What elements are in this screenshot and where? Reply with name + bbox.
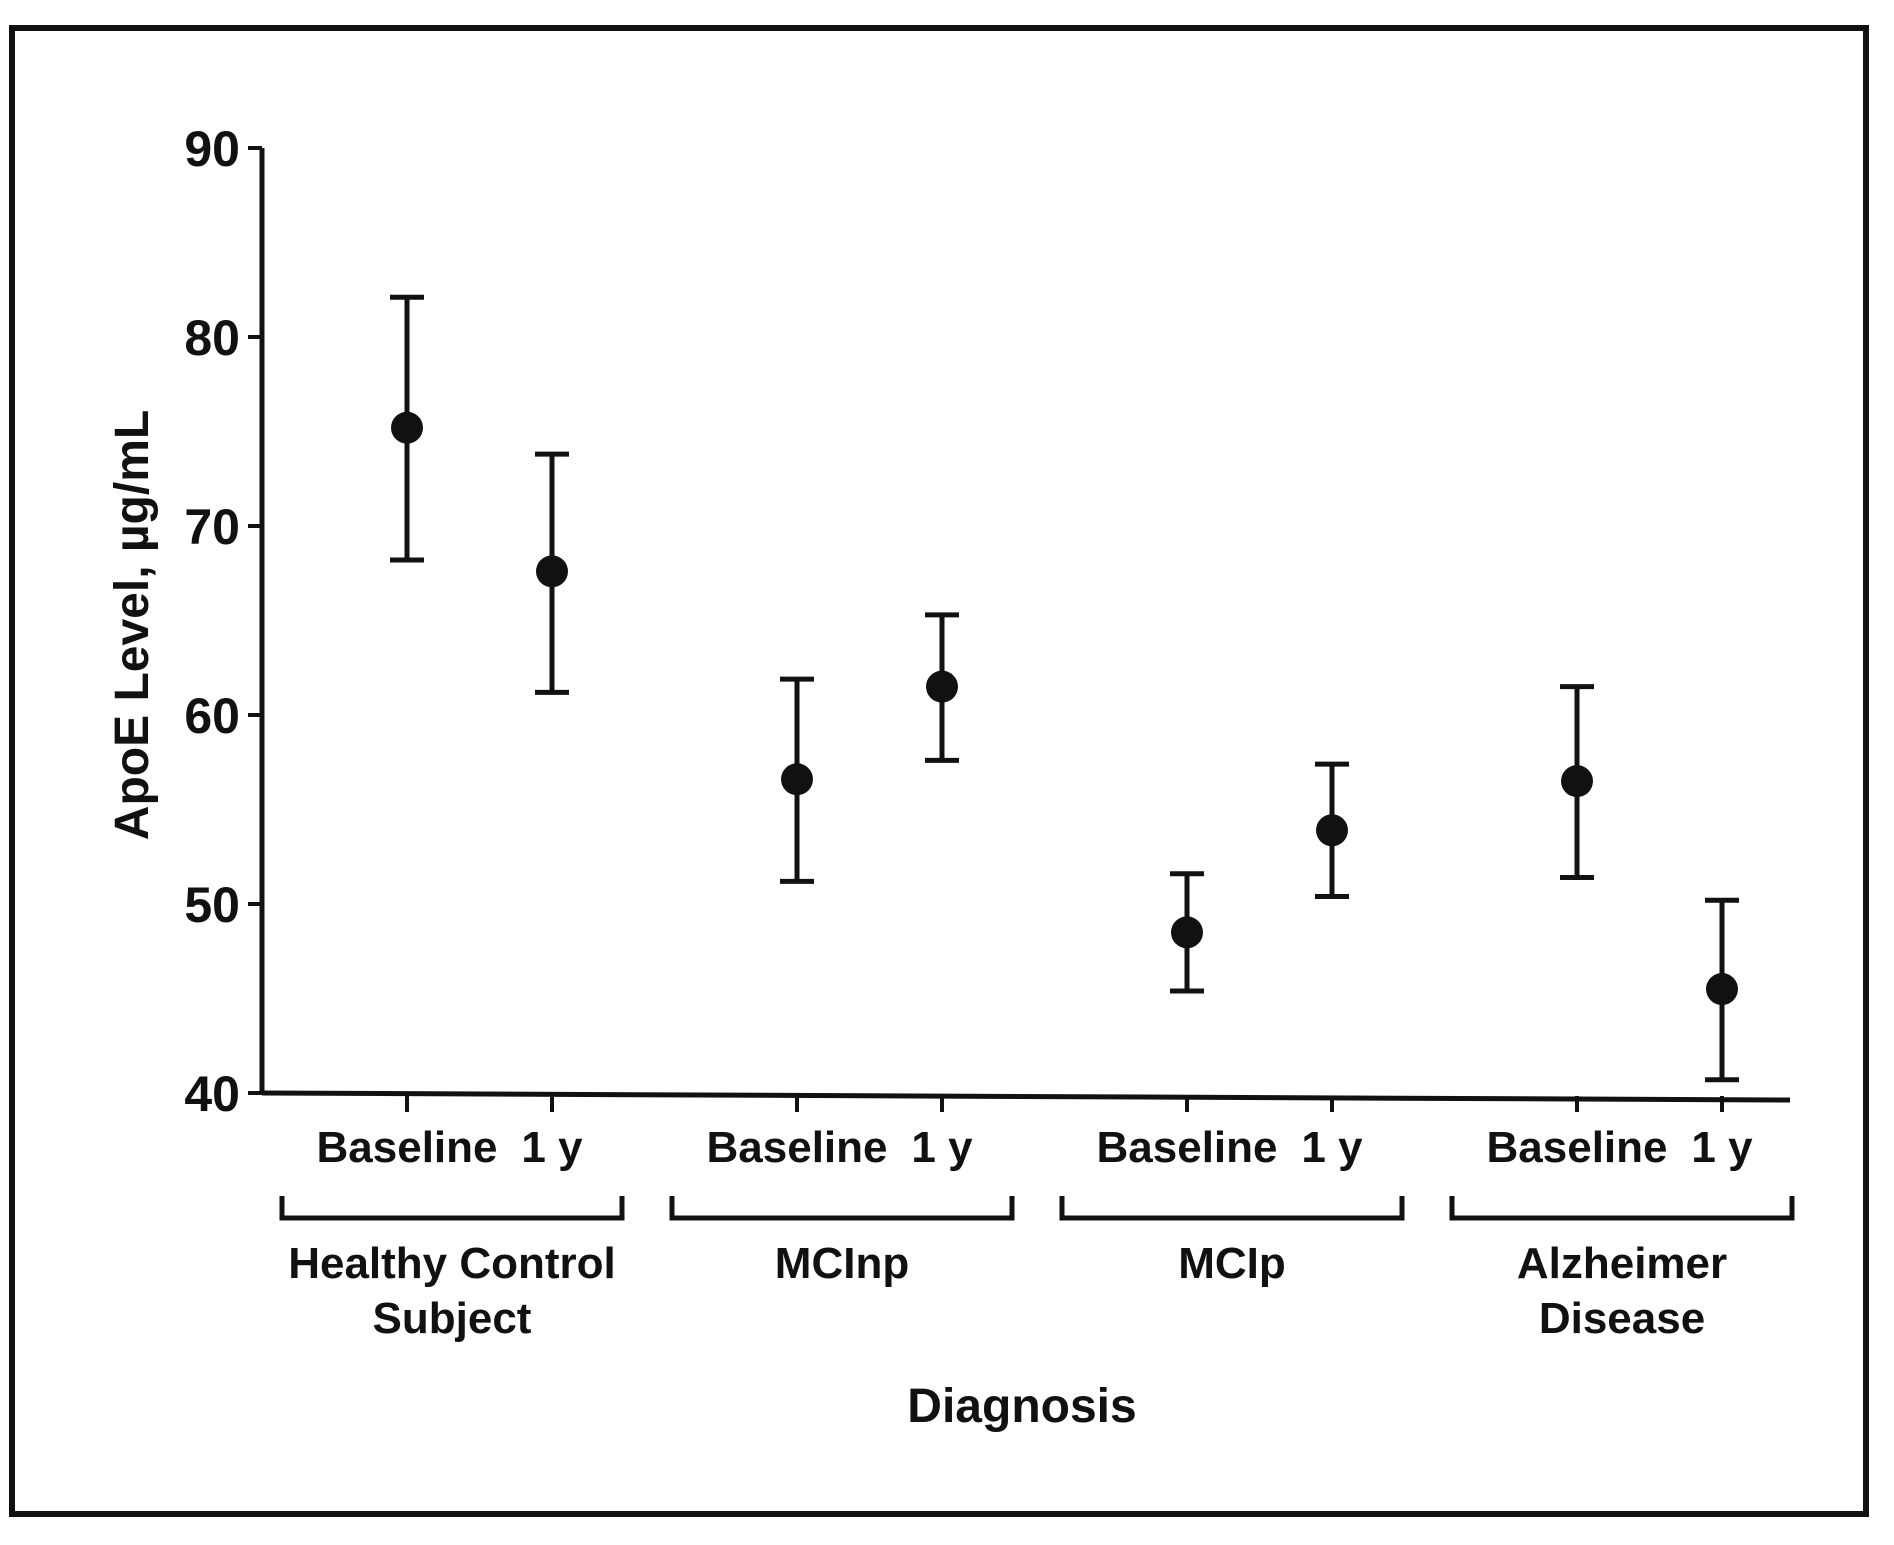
y-axis-title: ApoE Level, µg/mL <box>106 410 159 840</box>
group-bracket <box>279 1196 625 1221</box>
data-points <box>391 411 1738 1006</box>
data-point <box>1706 973 1738 1006</box>
group-label: MCIp <box>1178 1239 1286 1288</box>
x-axis-title: Diagnosis <box>907 1380 1136 1433</box>
category-label: 1 y <box>521 1123 583 1172</box>
group-label: Subject <box>373 1294 532 1343</box>
error-bars <box>390 294 1739 1083</box>
group-label: Alzheimer <box>1517 1239 1727 1288</box>
data-point <box>1171 916 1203 949</box>
data-point <box>1316 814 1348 847</box>
group-labels: Healthy Control Subject MCInp MCIp Alzheimer… <box>288 1239 1727 1343</box>
group-bracket <box>669 1196 1015 1221</box>
y-tick-label: 50 <box>184 877 240 933</box>
y-tick-label: 70 <box>184 499 240 555</box>
category-label: Baseline <box>317 1123 498 1172</box>
category-labels: Baseline 1 y Baseline 1 y Baseline 1 y Baselin… <box>317 1123 1754 1172</box>
data-point <box>391 411 423 444</box>
group-bracket <box>1059 1196 1405 1221</box>
data-point <box>536 555 568 588</box>
y-tick-label: 40 <box>184 1066 240 1122</box>
category-label: 1 y <box>911 1123 973 1172</box>
data-point <box>926 670 958 703</box>
group-bracket <box>1449 1196 1795 1221</box>
data-point <box>781 763 813 796</box>
y-tick-label: 60 <box>184 688 240 744</box>
group-label: Disease <box>1539 1294 1705 1343</box>
y-axis-ticks: 40 50 60 70 80 90 <box>184 121 262 1122</box>
group-label: MCInp <box>775 1239 909 1288</box>
category-label: Baseline <box>1097 1123 1278 1172</box>
category-label: Baseline <box>1487 1123 1668 1172</box>
group-brackets <box>279 1196 1795 1221</box>
category-label: 1 y <box>1301 1123 1363 1172</box>
y-tick-label: 80 <box>184 310 240 366</box>
figure-border <box>9 25 1869 1517</box>
x-axis-line <box>261 1090 1791 1103</box>
y-tick-label: 90 <box>184 121 240 177</box>
group-label: Healthy Control <box>288 1239 616 1288</box>
x-axis-ticks <box>405 1096 1724 1112</box>
category-label: 1 y <box>1691 1123 1753 1172</box>
data-point <box>1561 765 1593 798</box>
category-label: Baseline <box>707 1123 888 1172</box>
